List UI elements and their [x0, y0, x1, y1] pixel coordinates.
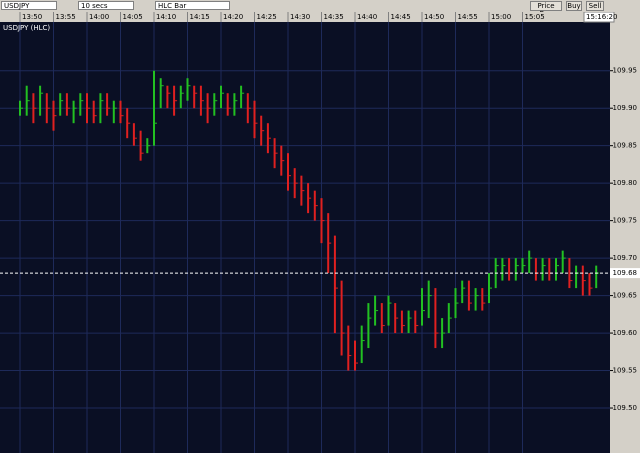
x-tick-label: 14:45 [391, 13, 411, 21]
x-tick-label: 15:00 [491, 13, 511, 21]
toolbar: USDJPY 10 secs HLC Bar Price Box Buy Sel… [0, 0, 640, 18]
time-axis-bar [0, 12, 640, 22]
x-tick-label: 14:55 [458, 13, 478, 21]
x-tick-label: 14:40 [357, 13, 377, 21]
y-tick-label: 109.80 [613, 179, 638, 187]
y-tick-label: 109.55 [613, 367, 638, 375]
y-tick-label: 109.60 [613, 329, 638, 337]
current-time-box [583, 12, 615, 23]
x-tick-label: 14:15 [190, 13, 210, 21]
y-tick-label: 109.75 [613, 217, 638, 225]
current-price-label: 109.68 [613, 269, 638, 277]
x-tick-label: 14:20 [223, 13, 243, 21]
chart-type-field[interactable]: HLC Bar [155, 1, 230, 10]
x-tick-label: 14:25 [257, 13, 277, 21]
x-tick-label: 14:30 [290, 13, 310, 21]
interval-field[interactable]: 10 secs [78, 1, 134, 10]
symbol-field[interactable]: USDJPY [1, 1, 57, 10]
y-tick-label: 109.65 [613, 292, 638, 300]
price-box-button[interactable]: Price Box [530, 1, 562, 18]
buy-button[interactable]: Buy [566, 1, 582, 11]
y-tick-label: 109.85 [613, 142, 638, 150]
current-price-box [610, 268, 640, 279]
x-tick-label: 15:05 [525, 13, 545, 21]
x-tick-label: 14:10 [156, 13, 176, 21]
x-tick-label: 13:50 [22, 13, 42, 21]
y-tick-label: 109.95 [613, 67, 638, 75]
y-tick-label: 109.50 [613, 404, 638, 412]
price-axis [610, 22, 640, 453]
x-tick-label: 13:55 [56, 13, 76, 21]
x-tick-label: 14:05 [123, 13, 143, 21]
y-tick-label: 109.70 [613, 254, 638, 262]
current-time-label: 15:16:20 [586, 13, 617, 21]
chart: USDJPY (HLC) 13:50 13:55 14:00 14:05 14:10 14… [0, 12, 640, 453]
x-tick-label: 14:35 [324, 13, 344, 21]
sell-button[interactable]: Sell [586, 1, 604, 11]
x-tick-label: 14:50 [424, 13, 444, 21]
chart-label: USDJPY (HLC) [3, 24, 50, 32]
y-tick-label: 109.90 [613, 104, 638, 112]
x-tick-label: 14:00 [89, 13, 109, 21]
plot-area [0, 22, 610, 453]
